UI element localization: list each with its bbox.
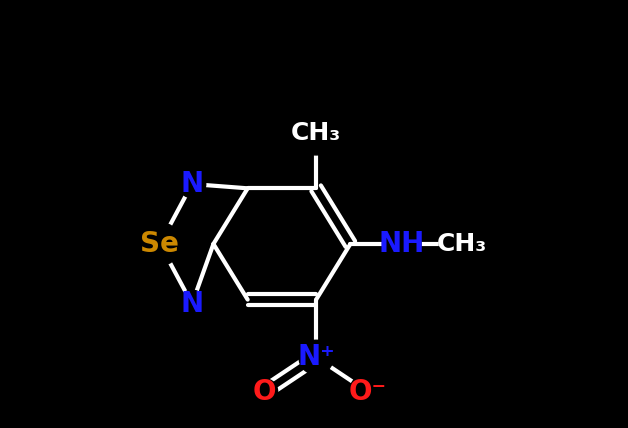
Circle shape	[382, 225, 421, 263]
Text: CH₃: CH₃	[291, 121, 341, 145]
Circle shape	[139, 223, 181, 265]
Text: N: N	[180, 170, 203, 198]
Text: O⁻: O⁻	[349, 377, 387, 406]
Text: O: O	[253, 377, 276, 406]
Circle shape	[350, 374, 386, 410]
Circle shape	[252, 379, 278, 404]
Text: N: N	[180, 290, 203, 318]
Text: NH: NH	[379, 230, 425, 258]
Circle shape	[294, 110, 338, 155]
Circle shape	[178, 290, 206, 318]
Circle shape	[299, 340, 333, 374]
Text: CH₃: CH₃	[436, 232, 487, 256]
Text: N⁺: N⁺	[297, 343, 335, 372]
Circle shape	[440, 222, 484, 266]
Text: Se: Se	[141, 230, 180, 258]
Circle shape	[178, 170, 206, 198]
